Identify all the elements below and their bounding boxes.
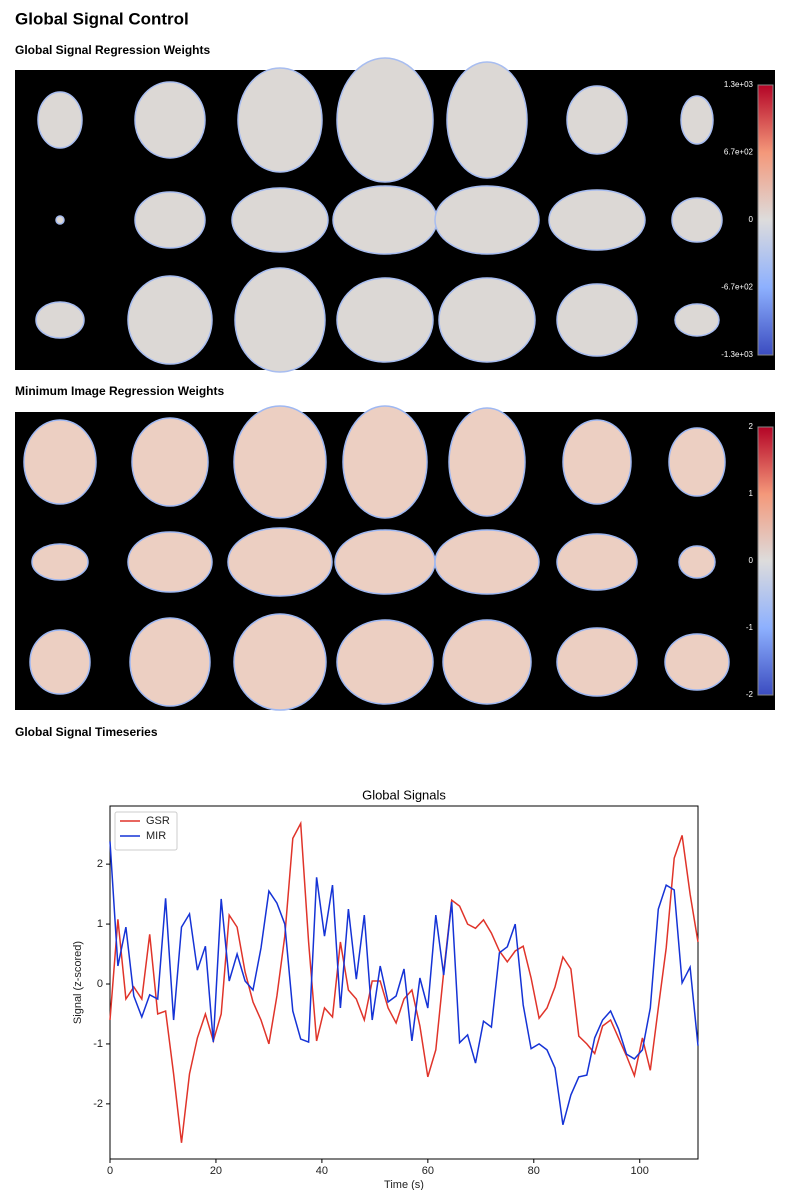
- brain-slice: [562, 419, 632, 505]
- x-tick-label: 100: [631, 1165, 649, 1177]
- colorbar-label: -2: [746, 690, 754, 699]
- x-tick-label: 0: [107, 1165, 113, 1177]
- y-tick-label: -1: [93, 1038, 103, 1050]
- series-line: [109, 841, 699, 1125]
- colorbar: [757, 426, 774, 696]
- brain-slice: [131, 417, 209, 507]
- section-heading: Global Signal Regression Weights: [15, 43, 210, 57]
- brain-slice: [434, 185, 540, 255]
- brain-slice: [336, 277, 434, 363]
- brain-slice: [31, 543, 89, 581]
- brain-slice: [332, 185, 438, 255]
- y-tick-label: 1: [97, 918, 103, 930]
- brain-slice: [548, 189, 646, 251]
- x-tick-label: 80: [528, 1165, 540, 1177]
- brain-slice: [227, 527, 333, 597]
- brain-slice: [55, 215, 65, 225]
- brain-slice: [129, 617, 211, 707]
- colorbar-label: -6.7e+02: [721, 283, 753, 292]
- brain-slice: [233, 405, 327, 519]
- brain-slice: [680, 95, 714, 145]
- brain-slice: [37, 91, 83, 149]
- brain-slice: [29, 629, 91, 695]
- y-axis-label: Signal (z-scored): [72, 941, 84, 1024]
- brain-slice: [35, 301, 85, 339]
- x-tick-label: 60: [422, 1165, 434, 1177]
- brain-slice: [336, 57, 434, 183]
- legend-label: GSR: [146, 815, 170, 827]
- colorbar-label: -1: [746, 623, 754, 632]
- page-title: Global Signal Control: [15, 9, 189, 28]
- brain-slice: [134, 191, 206, 249]
- brain-slice: [127, 275, 213, 365]
- brain-slice: [566, 85, 628, 155]
- colorbar-label: 0: [749, 556, 754, 565]
- brain-slice: [334, 529, 436, 595]
- y-tick-label: 2: [97, 858, 103, 870]
- x-tick-label: 20: [210, 1165, 222, 1177]
- brain-slice: [678, 545, 716, 579]
- brain-slice: [664, 633, 730, 691]
- brain-slice: [342, 405, 428, 519]
- brain-slice: [23, 419, 97, 505]
- brain-slice: [233, 613, 327, 711]
- brain-slice: [556, 533, 638, 591]
- colorbar-label: 1.3e+03: [724, 80, 754, 89]
- brain-slice: [234, 267, 326, 373]
- colorbar-label: -1.3e+03: [721, 350, 753, 359]
- brain-slice: [134, 81, 206, 159]
- y-tick-label: -2: [93, 1098, 103, 1110]
- brain-slice: [438, 277, 536, 363]
- brain-slice: [127, 531, 213, 593]
- brain-slice: [668, 427, 726, 497]
- brain-slice: [671, 197, 723, 243]
- x-tick-label: 40: [316, 1165, 328, 1177]
- x-axis-label: Time (s): [384, 1179, 424, 1190]
- chart-title: Global Signals: [362, 787, 446, 802]
- colorbar: [757, 84, 774, 356]
- brain-slice: [674, 303, 720, 337]
- brain-slice: [237, 67, 323, 173]
- brain-slice: [556, 627, 638, 697]
- colorbar-label: 1: [749, 489, 754, 498]
- colorbar-label: 2: [749, 422, 754, 431]
- section-heading: Minimum Image Regression Weights: [15, 384, 224, 398]
- colorbar-label: 0: [749, 215, 754, 224]
- colorbar-label: 6.7e+02: [724, 148, 754, 157]
- brain-slice: [556, 283, 638, 357]
- brain-slice: [434, 529, 540, 595]
- plot-frame: [109, 805, 699, 1160]
- brain-slice: [336, 619, 434, 705]
- series-line: [109, 820, 699, 1143]
- y-tick-label: 0: [97, 978, 103, 990]
- brain-slice: [448, 407, 526, 517]
- legend-label: MIR: [146, 830, 166, 842]
- brain-slice: [231, 187, 329, 253]
- brain-slice: [442, 619, 532, 705]
- section-heading: Global Signal Timeseries: [15, 725, 158, 739]
- brain-slice: [446, 61, 528, 179]
